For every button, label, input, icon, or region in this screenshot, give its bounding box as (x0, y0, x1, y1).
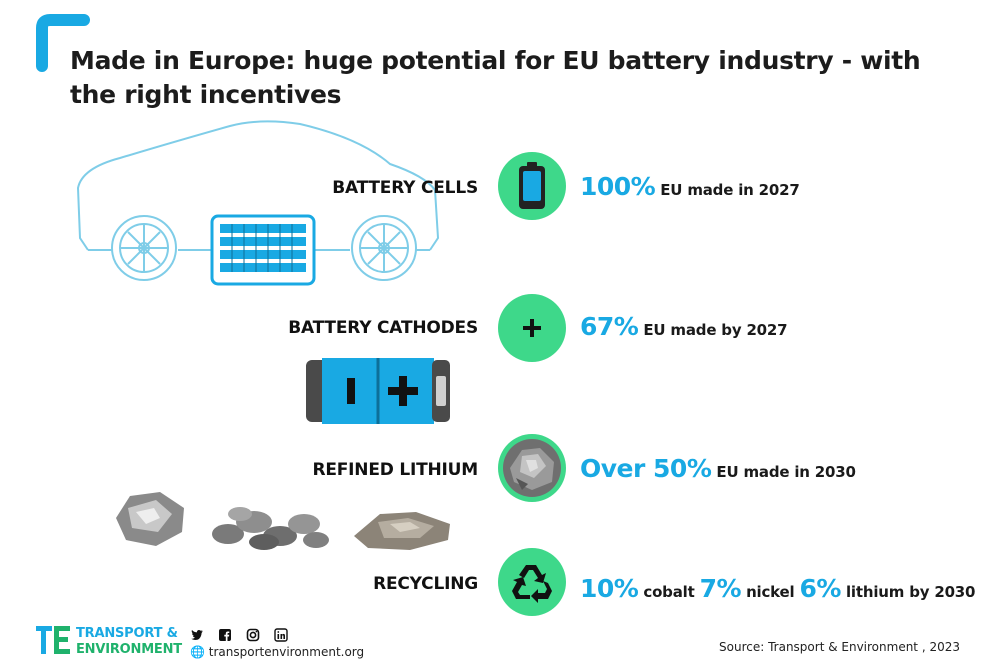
lithium-sample-1-icon (116, 492, 184, 546)
battery-cell-icon (519, 162, 545, 209)
lithium-sample-2-icon (212, 507, 329, 550)
refined-lithium-circle (498, 434, 566, 502)
left-wheel-icon (111, 215, 177, 281)
stat-highlight-cobalt: 10% (580, 574, 639, 603)
battery-cathode-icon (306, 358, 450, 424)
source-note: Source: Transport & Environment , 2023 (719, 640, 960, 654)
plus-icon (523, 319, 541, 337)
row-label-refined-lithium: REFINED LITHIUM (312, 460, 478, 480)
corner-accent (36, 14, 90, 72)
battery-cells-circle (498, 152, 566, 220)
stat-recycling: 10% cobalt 7% nickel 6% lithium by 2030 (580, 574, 975, 603)
te-logo-icon (36, 626, 70, 654)
twitter-icon[interactable] (190, 628, 204, 642)
stat-highlight: Over 50% (580, 454, 712, 483)
social-links (190, 628, 288, 642)
logo-line-1: TRANSPORT & (76, 626, 178, 641)
row-label-battery-cathodes: BATTERY CATHODES (288, 318, 478, 338)
stat-highlight: 67% (580, 312, 639, 341)
stat-text: EU made in 2030 (716, 463, 856, 481)
stat-battery-cells: 100% EU made in 2027 (580, 172, 800, 201)
facebook-icon[interactable] (218, 628, 232, 642)
website-link[interactable]: 🌐 transportenvironment.org (190, 645, 364, 659)
stat-text-lithium: lithium by 2030 (845, 583, 976, 601)
globe-icon: 🌐 (190, 645, 205, 659)
row-label-battery-cells: BATTERY CELLS (332, 178, 478, 198)
stat-battery-cathodes: 67% EU made by 2027 (580, 312, 788, 341)
stat-text-cobalt: cobalt (643, 583, 695, 601)
car-illustration (76, 120, 440, 286)
logo-wordmark: TRANSPORT & ENVIRONMENT (76, 626, 182, 658)
battery-pack-icon (210, 214, 316, 286)
page-title: Made in Europe: huge potential for EU ba… (70, 46, 921, 109)
stat-text-nickel: nickel (746, 583, 795, 601)
lithium-rock-icon (503, 439, 561, 497)
website-url: transportenvironment.org (208, 645, 365, 659)
stat-refined-lithium: Over 50% EU made in 2030 (580, 454, 856, 483)
stat-highlight-nickel: 7% (699, 574, 742, 603)
stat-highlight-lithium: 6% (799, 574, 842, 603)
battery-cathodes-circle (498, 294, 566, 362)
stat-highlight: 100% (580, 172, 656, 201)
row-label-recycling: RECYCLING (373, 574, 478, 594)
recycling-circle (498, 548, 566, 616)
recycle-icon (512, 565, 552, 603)
logo-line-2: ENVIRONMENT (76, 642, 182, 657)
instagram-icon[interactable] (246, 628, 260, 642)
right-wheel-icon (351, 215, 417, 281)
stat-text: EU made in 2027 (660, 181, 800, 199)
lithium-sample-3-icon (354, 512, 450, 550)
linkedin-icon[interactable] (274, 628, 288, 642)
stat-text: EU made by 2027 (643, 321, 788, 339)
